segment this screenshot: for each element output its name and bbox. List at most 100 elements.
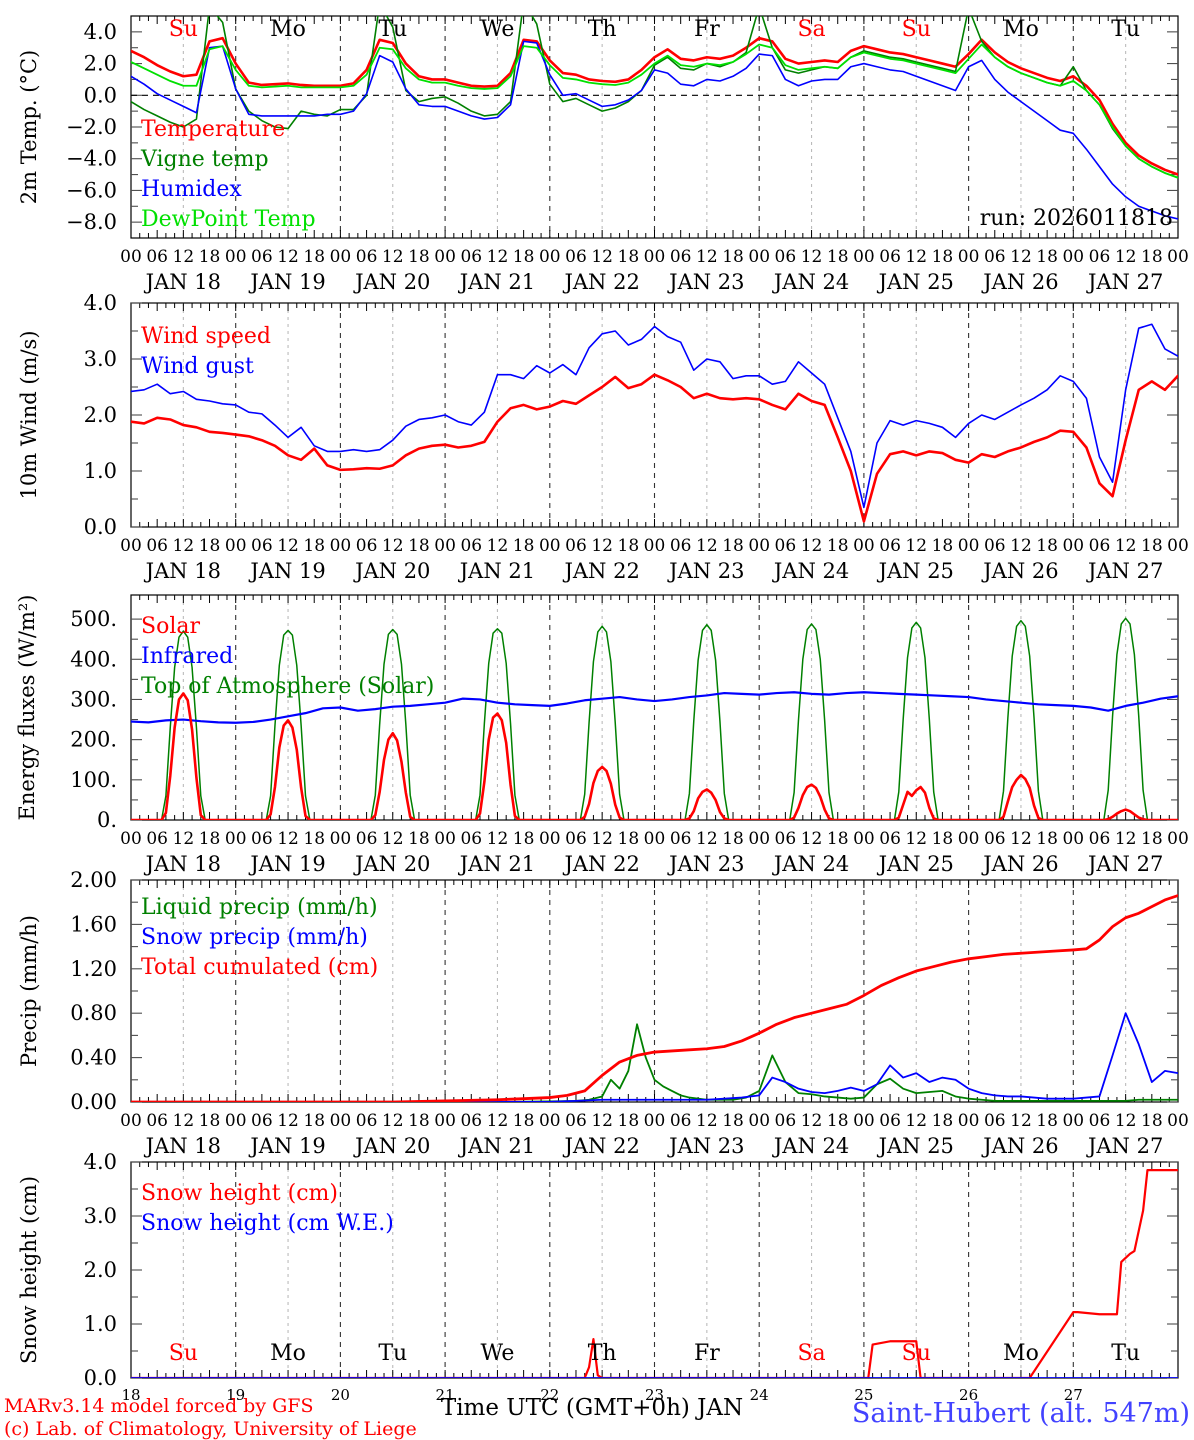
hour-tick-label: 06 [565, 247, 587, 267]
date-tick-label: JAN 23 [667, 559, 744, 583]
hour-tick-label: 18 [1141, 247, 1163, 267]
day-of-week-label: Su [902, 1341, 931, 1366]
hour-tick-label: 06 [670, 1111, 692, 1131]
day-of-week-label: Mo [270, 17, 306, 42]
hour-tick-label: 00 [1062, 536, 1084, 556]
legend-label: Wind gust [141, 354, 254, 379]
hour-tick-label: 18 [827, 1111, 849, 1131]
run-annotation: run: 2026011818 [980, 206, 1173, 231]
footer-model-line: MARv3.14 model forced by GFS [4, 1395, 314, 1417]
hour-tick-label: 00 [1167, 829, 1189, 849]
date-tick-label: JAN 24 [772, 559, 849, 583]
day-of-week-label: Su [902, 17, 931, 42]
hour-tick-label: 00 [958, 536, 980, 556]
date-tick-label: JAN 18 [144, 1134, 221, 1158]
day-number-label: 25 [854, 1386, 873, 1404]
y-tick-label: 0.0 [84, 83, 117, 107]
hour-tick-label: 06 [1089, 247, 1111, 267]
series-group: Liquid precip (mm/h) Snow precip (mm/h) To… [131, 894, 1178, 1102]
panel-temperature: 4.0 2.0 0.0 −2.0 −4.0 −6.0 −8.0 2m Temp. (°C) Te… [17, 15, 1189, 294]
y-tick-label: 0.0 [84, 1366, 117, 1390]
hour-tick-label: 06 [670, 829, 692, 849]
hour-tick-label: 00 [748, 247, 770, 267]
hour-tick-label: 00 [1167, 247, 1189, 267]
hour-tick-label: 18 [722, 829, 744, 849]
hour-tick-label: 00 [1062, 829, 1084, 849]
date-tick-label: JAN 22 [562, 852, 639, 876]
legend-label: Infrared [141, 644, 233, 669]
hour-tick-label: 18 [827, 829, 849, 849]
day-number-label: 26 [959, 1386, 978, 1404]
y-tick-label: 0.0 [84, 515, 117, 539]
hour-tick-label: 06 [1089, 1111, 1111, 1131]
hour-tick-label: 18 [303, 536, 325, 556]
date-tick-label: JAN 20 [353, 559, 430, 583]
legend-label: Vigne temp [140, 147, 269, 172]
day-of-week-label: Mo [1003, 1341, 1039, 1366]
date-tick-label: JAN 21 [458, 1134, 535, 1158]
date-tick-label: JAN 27 [1086, 1134, 1163, 1158]
hour-tick-label: 00 [958, 1111, 980, 1131]
hour-tick-label: 12 [382, 536, 404, 556]
series-total-cumulated-cm [131, 894, 1178, 1102]
hour-tick-label: 06 [251, 1111, 273, 1131]
hour-tick-label: 06 [146, 247, 168, 267]
date-tick-label: JAN 19 [248, 852, 325, 876]
hour-tick-label: 18 [1036, 1111, 1058, 1131]
series-group: Snow height (cm) Snow height (cm W.E.) [131, 1169, 1178, 1378]
hour-tick-label: 00 [539, 1111, 561, 1131]
hour-tick-label: 18 [618, 536, 640, 556]
date-tick-label: JAN 19 [248, 270, 325, 294]
date-tick-label: JAN 27 [1086, 559, 1163, 583]
hour-tick-label: 12 [591, 829, 613, 849]
legend-label: Temperature [141, 117, 285, 142]
legend-label: Top of Atmosphere (Solar) [141, 674, 434, 699]
hour-tick-label: 00 [853, 829, 875, 849]
date-tick-label: JAN 18 [144, 270, 221, 294]
date-tick-label: JAN 27 [1086, 270, 1163, 294]
hour-tick-label: 06 [984, 829, 1006, 849]
series-snow-precip-mm-h [131, 1012, 1178, 1102]
hour-tick-label: 00 [120, 247, 142, 267]
hour-tick-label: 12 [905, 247, 927, 267]
y-tick-label: 0.40 [70, 1046, 117, 1070]
y-tick-label: 4.0 [84, 1150, 117, 1174]
y-axis-label: Precip (mm/h) [17, 915, 41, 1067]
hour-tick-label: 12 [382, 247, 404, 267]
hour-tick-label: 12 [173, 1111, 195, 1131]
hour-tick-label: 12 [487, 247, 509, 267]
y-tick-label: 0.00 [70, 1090, 117, 1114]
date-tick-label: JAN 23 [667, 1134, 744, 1158]
hour-tick-label: 06 [356, 829, 378, 849]
y-axis-label: 2m Temp. (°C) [17, 50, 41, 204]
hour-tick-label: 06 [670, 247, 692, 267]
hour-tick-label: 18 [199, 1111, 221, 1131]
y-axis-label: Energy fluxes (W/m²) [15, 595, 39, 821]
y-tick-label: 2.0 [84, 52, 117, 76]
hour-tick-label: 00 [853, 536, 875, 556]
hour-tick-label: 00 [120, 1111, 142, 1131]
y-tick-label: 100. [70, 768, 117, 792]
hour-tick-label: 12 [277, 247, 299, 267]
day-of-week-label: Mo [1003, 17, 1039, 42]
y-tick-label: 300. [70, 687, 117, 711]
y-tick-label: 3.0 [84, 347, 117, 371]
date-tick-label: JAN 25 [877, 559, 954, 583]
date-tick-label: JAN 24 [772, 852, 849, 876]
y-tick-label: 0.80 [70, 1001, 117, 1025]
date-tick-label: JAN 24 [772, 270, 849, 294]
day-of-week-label: Tu [1111, 17, 1140, 42]
date-tick-label: JAN 22 [562, 270, 639, 294]
hour-tick-label: 12 [801, 1111, 823, 1131]
hour-tick-label: 00 [644, 829, 666, 849]
panel-energy: 500. 400. 300. 200. 100. 0. Energy fluxes (W/m… [15, 594, 1189, 876]
hour-tick-label: 18 [513, 1111, 535, 1131]
hour-tick-label: 12 [382, 1111, 404, 1131]
hour-tick-label: 06 [879, 829, 901, 849]
hour-tick-label: 00 [539, 536, 561, 556]
hour-tick-label: 00 [1167, 1111, 1189, 1131]
hour-tick-label: 06 [879, 247, 901, 267]
hour-tick-label: 18 [932, 247, 954, 267]
hour-tick-label: 06 [146, 829, 168, 849]
